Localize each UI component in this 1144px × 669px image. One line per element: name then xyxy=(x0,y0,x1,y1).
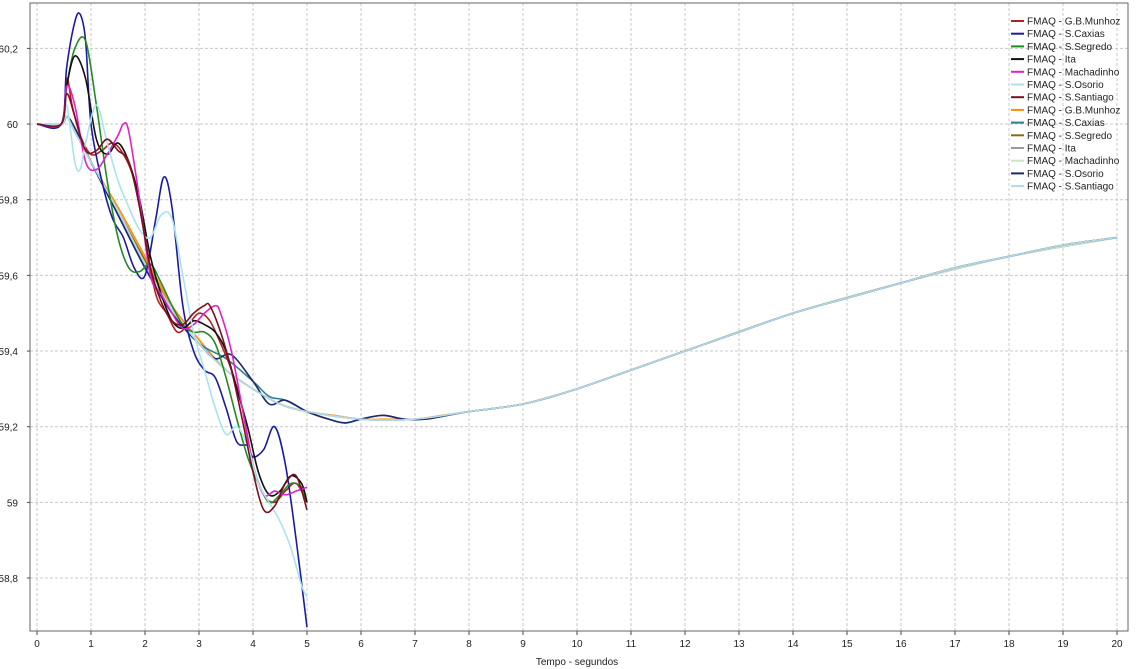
x-tick-label: 8 xyxy=(466,639,472,650)
series-line xyxy=(36,77,308,504)
series-line xyxy=(36,84,308,497)
axes: 0 1 2 3 4 5 6 7 8 9 10 11 12 13 14 15 16 17 18 19 2058,85959… xyxy=(0,2,1129,650)
legend-label: FMAQ - Machadinho xyxy=(1027,156,1120,167)
y-tick-label: 59 xyxy=(7,498,19,509)
plot-frame xyxy=(29,2,1129,632)
series-line xyxy=(36,115,1118,421)
legend-label: FMAQ - S.Santiago xyxy=(1027,182,1114,193)
legend-label: FMAQ - G.B.Munhoz xyxy=(1027,105,1120,116)
y-tick-label: 59,4 xyxy=(0,347,18,358)
y-tick-label: 58,8 xyxy=(0,574,18,585)
x-tick-label: 19 xyxy=(1057,639,1069,650)
x-tick-label: 18 xyxy=(1003,639,1015,650)
x-tick-label: 5 xyxy=(304,639,310,650)
series-line xyxy=(36,12,308,628)
series-lines xyxy=(36,12,1118,628)
x-tick-label: 7 xyxy=(412,639,418,650)
x-tick-label: 17 xyxy=(949,639,961,650)
legend-label: FMAQ - G.B.Munhoz xyxy=(1027,17,1120,28)
x-tick-label: 13 xyxy=(733,639,745,650)
x-tick-label: 1 xyxy=(88,639,94,650)
y-tick-label: 59,6 xyxy=(0,271,18,282)
x-tick-label: 12 xyxy=(679,639,691,650)
x-tick-label: 6 xyxy=(358,639,364,650)
x-tick-label: 0 xyxy=(34,639,40,650)
legend-label: FMAQ - Ita xyxy=(1027,55,1076,66)
legend-label: FMAQ - S.Osorio xyxy=(1027,80,1104,91)
x-tick-label: 9 xyxy=(520,639,526,650)
legend-label: FMAQ - Machadinho xyxy=(1027,67,1120,78)
x-tick-label: 15 xyxy=(841,639,853,650)
x-tick-label: 11 xyxy=(626,639,637,650)
legend-label: FMAQ - S.Osorio xyxy=(1027,169,1104,180)
x-tick-label: 2 xyxy=(142,639,148,650)
series-line xyxy=(36,92,308,514)
x-tick-label: 16 xyxy=(895,639,907,650)
x-tick-label: 10 xyxy=(571,639,583,650)
y-tick-label: 59,2 xyxy=(0,423,18,434)
x-tick-label: 4 xyxy=(250,639,256,650)
series-line xyxy=(36,36,308,504)
y-tick-label: 60 xyxy=(7,120,19,131)
x-tick-label: 3 xyxy=(196,639,202,650)
legend-label: FMAQ - S.Caxias xyxy=(1027,118,1105,129)
y-tick-label: 60,2 xyxy=(0,44,18,55)
x-axis-title: Tempo - segundos xyxy=(536,657,618,668)
series-line xyxy=(36,55,308,503)
x-tick-label: 20 xyxy=(1111,639,1123,650)
legend-label: FMAQ - S.Caxias xyxy=(1027,29,1105,40)
legend-label: FMAQ - S.Segredo xyxy=(1027,131,1112,142)
legend-label: FMAQ - S.Santiago xyxy=(1027,93,1114,104)
series-line xyxy=(36,103,308,598)
legend-label: FMAQ - S.Segredo xyxy=(1027,42,1112,53)
y-tick-label: 59,8 xyxy=(0,196,18,207)
legend-label: FMAQ - Ita xyxy=(1027,144,1076,155)
x-tick-label: 14 xyxy=(787,639,799,650)
